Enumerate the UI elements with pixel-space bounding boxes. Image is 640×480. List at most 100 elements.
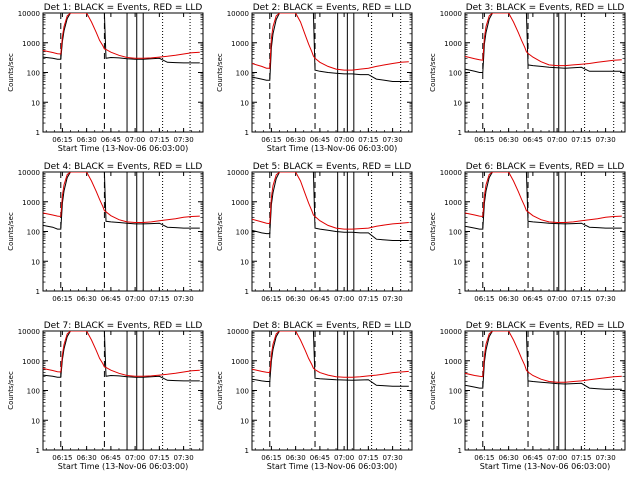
series-line-lld [465,172,622,223]
series-line-lld [252,172,409,230]
y-tick-label: 1 [245,447,249,455]
y-tick-label: 1 [245,129,249,137]
y-axis-label: Counts/sec [429,371,437,410]
x-tick-label: 06:45 [101,454,121,462]
series-line-events [43,13,200,64]
y-axis-label: Counts/sec [429,212,437,251]
y-tick-label: 1000 [22,40,40,48]
x-tick-label: 07:30 [596,454,616,462]
series-line-events [465,13,622,73]
x-tick-label: 06:15 [261,295,281,303]
x-tick-label: 07:00 [334,136,354,144]
y-tick-label: 1000 [444,40,462,48]
x-axis-label: Start Time (13-Nov-06 06:03:00) [267,144,397,153]
x-tick-label: 07:30 [174,454,194,462]
x-axis-label: Start Time (13-Nov-06 06:03:00) [267,462,397,471]
series-line-lld [43,13,200,59]
x-tick-label: 06:30 [286,454,306,462]
y-axis-label: Counts/sec [216,53,224,92]
y-tick-label: 10000 [440,10,462,18]
x-tick-label: 06:15 [261,454,281,462]
x-tick-label: 06:30 [77,454,97,462]
x-tick-label: 06:45 [101,136,121,144]
series-line-lld [43,172,200,223]
y-tick-label: 10000 [440,169,462,177]
x-tick-label: 07:15 [571,454,591,462]
x-tick-label: 07:15 [571,295,591,303]
y-tick-label: 1 [458,129,462,137]
y-tick-label: 1 [458,447,462,455]
x-tick-label: 06:15 [474,454,494,462]
y-tick-label: 100 [27,388,40,396]
panel-title: Det 6: BLACK = Events, RED = LLD [466,162,625,172]
y-tick-label: 100 [27,70,40,78]
y-tick-label: 10 [453,417,462,425]
panel-title: Det 2: BLACK = Events, RED = LLD [253,3,412,13]
y-tick-label: 10 [453,258,462,266]
series-line-events [43,172,200,230]
x-tick-label: 07:00 [547,295,567,303]
series-line-events [465,331,622,390]
panel-det-4: Det 4: BLACK = Events, RED = LLD Counts/s… [7,162,204,303]
x-axis-label: Start Time (13-Nov-06 06:03:00) [480,462,610,471]
x-tick-label: 07:15 [149,454,169,462]
x-tick-label: 06:45 [523,454,543,462]
x-tick-label: 06:15 [52,454,72,462]
x-tick-label: 07:00 [547,454,567,462]
y-tick-label: 1000 [444,358,462,366]
x-tick-label: 06:15 [52,136,72,144]
x-tick-label: 06:30 [499,295,519,303]
y-axis-label: Counts/sec [7,53,15,92]
y-tick-label: 100 [236,229,249,237]
y-tick-label: 10 [240,99,249,107]
series-line-events [465,172,622,230]
x-tick-label: 06:30 [499,136,519,144]
x-tick-label: 06:15 [474,136,494,144]
y-tick-label: 100 [449,229,462,237]
x-tick-label: 07:00 [125,136,145,144]
x-tick-label: 07:30 [383,136,403,144]
x-tick-label: 07:15 [358,295,378,303]
y-axis-label: Counts/sec [7,212,15,251]
x-tick-label: 07:15 [358,454,378,462]
y-tick-label: 10 [31,99,40,107]
panel-det-7: Det 7: BLACK = Events, RED = LLD Counts/s… [7,321,204,471]
y-tick-label: 10000 [18,10,40,18]
plot-frame [251,330,413,451]
x-tick-label: 07:00 [125,295,145,303]
panel-title: Det 8: BLACK = Events, RED = LLD [253,321,412,331]
y-tick-label: 10000 [227,169,249,177]
series-line-events [43,331,200,382]
y-tick-label: 1000 [22,358,40,366]
y-tick-label: 10000 [440,328,462,336]
series-line-lld [252,13,409,71]
x-tick-label: 07:30 [596,136,616,144]
x-tick-label: 06:45 [310,295,330,303]
x-tick-label: 06:45 [523,295,543,303]
x-tick-label: 07:00 [125,454,145,462]
x-tick-label: 07:15 [149,136,169,144]
y-tick-label: 10 [453,99,462,107]
x-tick-label: 07:00 [547,136,567,144]
x-tick-label: 07:30 [383,295,403,303]
y-tick-label: 1000 [231,40,249,48]
y-tick-label: 10 [31,258,40,266]
series-line-lld [43,331,200,377]
y-tick-label: 10000 [227,10,249,18]
plot-frame [464,330,626,451]
y-tick-label: 1000 [231,358,249,366]
x-tick-label: 07:00 [334,295,354,303]
panel-title: Det 9: BLACK = Events, RED = LLD [466,321,625,331]
panel-det-6: Det 6: BLACK = Events, RED = LLD Counts/s… [429,162,626,303]
x-tick-label: 06:45 [310,454,330,462]
series-line-events [252,172,409,241]
x-tick-label: 06:15 [52,295,72,303]
x-tick-label: 06:30 [77,136,97,144]
x-tick-label: 07:30 [383,454,403,462]
plot-frame [251,171,413,292]
panel-title: Det 5: BLACK = Events, RED = LLD [253,162,412,172]
plot-frame [464,171,626,292]
panel-title: Det 7: BLACK = Events, RED = LLD [44,321,203,331]
y-tick-label: 1000 [444,199,462,207]
